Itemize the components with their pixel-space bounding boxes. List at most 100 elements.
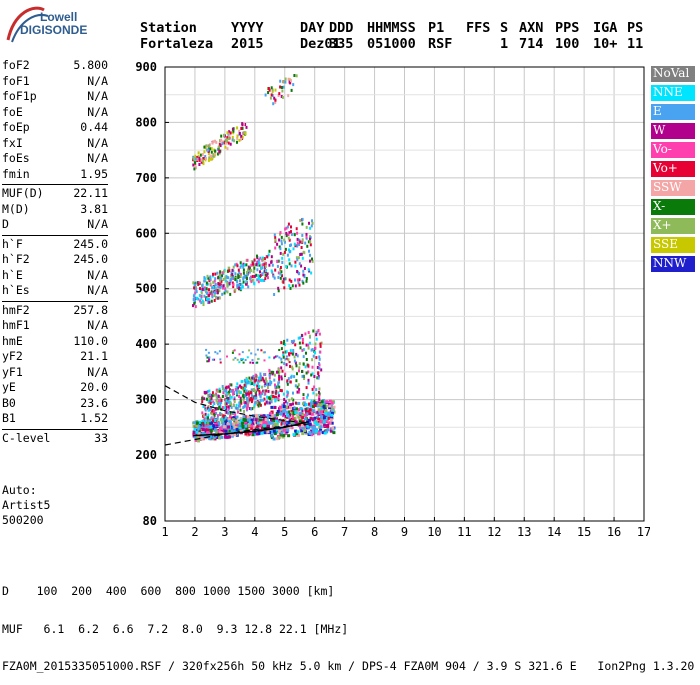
echo-point bbox=[301, 217, 304, 221]
echo-point bbox=[250, 263, 253, 267]
param-value: 1.95 bbox=[80, 166, 108, 181]
echo-point bbox=[303, 417, 307, 421]
echo-point bbox=[293, 242, 296, 246]
echo-point bbox=[287, 415, 290, 419]
echo-point bbox=[230, 277, 233, 281]
echo-point bbox=[289, 244, 291, 248]
echo-point bbox=[307, 378, 310, 382]
echo-point bbox=[220, 138, 223, 142]
echo-point bbox=[245, 125, 248, 129]
echo-point bbox=[233, 404, 235, 408]
echo-point bbox=[285, 231, 288, 235]
echo-point bbox=[299, 346, 302, 350]
echo-point bbox=[295, 364, 298, 368]
echo-point bbox=[311, 358, 314, 362]
echo-point bbox=[240, 264, 243, 268]
echo-point bbox=[295, 352, 298, 356]
echo-point bbox=[289, 380, 292, 384]
header-label-s: S bbox=[500, 20, 509, 36]
echo-point bbox=[272, 429, 276, 433]
echo-point bbox=[213, 412, 216, 416]
echo-point bbox=[193, 300, 196, 303]
echo-point bbox=[278, 375, 281, 378]
echo-point bbox=[315, 337, 318, 341]
echo-point bbox=[316, 376, 319, 380]
echo-point bbox=[223, 141, 226, 145]
param-key: B0 bbox=[2, 395, 16, 410]
echo-point bbox=[224, 386, 227, 390]
echo-point bbox=[215, 140, 218, 144]
echo-point bbox=[277, 271, 280, 275]
param-key: h`F2 bbox=[2, 252, 30, 266]
echo-point bbox=[290, 230, 292, 234]
echo-point bbox=[230, 395, 233, 399]
echo-point bbox=[204, 412, 207, 416]
echo-point bbox=[278, 405, 282, 409]
param-row: B1 1.52 bbox=[2, 411, 108, 427]
echo-point bbox=[294, 260, 297, 264]
echo-point bbox=[259, 374, 262, 378]
echo-point bbox=[283, 339, 286, 343]
echo-point bbox=[204, 434, 208, 438]
x-tick-label: 1 bbox=[161, 525, 168, 539]
echo-point bbox=[232, 285, 235, 289]
echo-point bbox=[218, 296, 221, 300]
echo-point bbox=[214, 407, 217, 411]
echo-point bbox=[302, 355, 305, 359]
echo-point bbox=[318, 332, 321, 336]
echo-point bbox=[318, 357, 321, 361]
echo-point bbox=[230, 274, 233, 278]
echo-point bbox=[310, 412, 314, 416]
echo-point bbox=[273, 406, 277, 409]
echo-point bbox=[298, 408, 301, 412]
ionogram-chart: 1 2 3 4 5 6 7 8 9 10 11 12 13 14 15 16 17802003004005006… bbox=[135, 60, 650, 539]
echo-point bbox=[288, 238, 291, 242]
echo-point bbox=[223, 406, 226, 410]
echo-point bbox=[224, 141, 227, 145]
echo-point bbox=[197, 154, 200, 158]
echo-point bbox=[261, 385, 264, 389]
echo-point bbox=[295, 379, 298, 383]
echo-point bbox=[212, 424, 216, 427]
echo-point bbox=[261, 263, 264, 267]
echo-point bbox=[231, 273, 234, 276]
echo-point bbox=[253, 266, 256, 270]
echo-point bbox=[219, 285, 222, 289]
echo-point bbox=[280, 347, 283, 351]
echo-point bbox=[308, 422, 312, 426]
echo-point bbox=[282, 428, 286, 432]
echo-point bbox=[282, 420, 285, 424]
echo-point bbox=[288, 250, 291, 254]
echo-point bbox=[253, 396, 256, 400]
echo-point bbox=[213, 294, 216, 297]
header-label-pps: PPS bbox=[555, 20, 580, 36]
echo-point bbox=[193, 167, 196, 171]
echo-point bbox=[231, 418, 235, 422]
echo-point bbox=[218, 289, 221, 293]
echo-point bbox=[290, 411, 293, 415]
echo-point bbox=[307, 381, 310, 385]
echo-point bbox=[216, 414, 219, 418]
echo-point bbox=[321, 405, 325, 409]
header-label-axn: AXN bbox=[519, 20, 544, 36]
param-row: M(D) 3.81 bbox=[2, 202, 108, 218]
echo-point bbox=[302, 393, 305, 397]
echo-point bbox=[292, 349, 295, 352]
echo-point bbox=[225, 275, 228, 279]
echo-point bbox=[234, 288, 237, 292]
param-row: hmF2 257.8 bbox=[2, 303, 108, 319]
echo-point bbox=[241, 421, 245, 425]
echo-point bbox=[208, 419, 212, 423]
echo-point bbox=[194, 287, 197, 291]
echo-point bbox=[228, 420, 232, 424]
echo-point bbox=[220, 398, 223, 402]
echo-point bbox=[259, 376, 262, 380]
echo-point bbox=[269, 380, 272, 383]
param-value: 5.800 bbox=[73, 58, 108, 72]
echo-point bbox=[192, 281, 195, 285]
param-row: hmE 110.0 bbox=[2, 334, 108, 350]
echo-point bbox=[281, 261, 284, 264]
echo-point bbox=[192, 163, 195, 167]
echo-point bbox=[294, 343, 297, 347]
echo-point bbox=[250, 426, 254, 430]
